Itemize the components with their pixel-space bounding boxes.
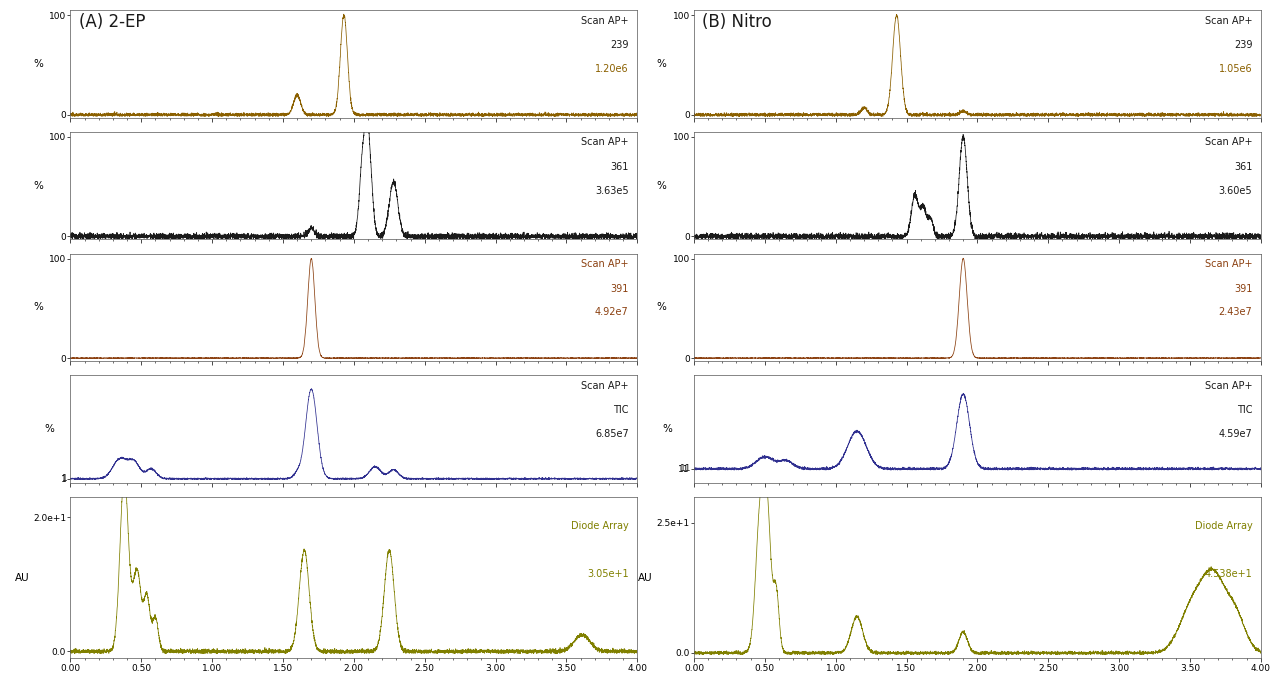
Text: Diode Array: Diode Array [571,521,628,531]
Y-axis label: AU: AU [14,572,29,582]
Text: Scan AP+: Scan AP+ [581,137,628,147]
Text: 239: 239 [611,40,628,50]
Text: (B) Nitro: (B) Nitro [703,14,772,31]
Text: Scan AP+: Scan AP+ [1204,381,1252,391]
Text: Scan AP+: Scan AP+ [1204,259,1252,269]
Text: 4.59e7: 4.59e7 [1219,429,1252,439]
Y-axis label: %: % [33,302,42,312]
Text: 239: 239 [1234,40,1252,50]
Text: TIC: TIC [1236,405,1252,415]
Text: Scan AP+: Scan AP+ [581,381,628,391]
Text: TIC: TIC [613,405,628,415]
Text: 361: 361 [1234,162,1252,172]
Y-axis label: %: % [45,424,54,434]
Text: Diode Array: Diode Array [1194,521,1252,531]
Text: Scan AP+: Scan AP+ [1204,16,1252,26]
Text: 3.05e+1: 3.05e+1 [588,569,628,580]
Text: 3.63e5: 3.63e5 [595,186,628,196]
Y-axis label: %: % [657,181,667,191]
Text: 4.538e+1: 4.538e+1 [1204,569,1252,580]
Y-axis label: %: % [33,59,42,69]
Text: 4.92e7: 4.92e7 [595,308,628,317]
Text: (A) 2-EP: (A) 2-EP [79,14,146,31]
Y-axis label: AU: AU [639,572,653,582]
Y-axis label: %: % [657,59,667,69]
Text: Scan AP+: Scan AP+ [1204,137,1252,147]
Text: 1.05e6: 1.05e6 [1219,64,1252,74]
Text: 391: 391 [611,284,628,294]
Text: Scan AP+: Scan AP+ [581,16,628,26]
Y-axis label: %: % [662,424,672,434]
Text: 3.60e5: 3.60e5 [1219,186,1252,196]
Text: 11: 11 [680,464,691,473]
Text: 391: 391 [1234,284,1252,294]
Text: 361: 361 [611,162,628,172]
Text: 1.20e6: 1.20e6 [595,64,628,74]
Y-axis label: %: % [657,302,667,312]
Y-axis label: %: % [33,181,42,191]
Text: 6.85e7: 6.85e7 [595,429,628,439]
Text: Scan AP+: Scan AP+ [581,259,628,269]
Text: 1: 1 [61,474,68,484]
Text: 2.43e7: 2.43e7 [1219,308,1252,317]
